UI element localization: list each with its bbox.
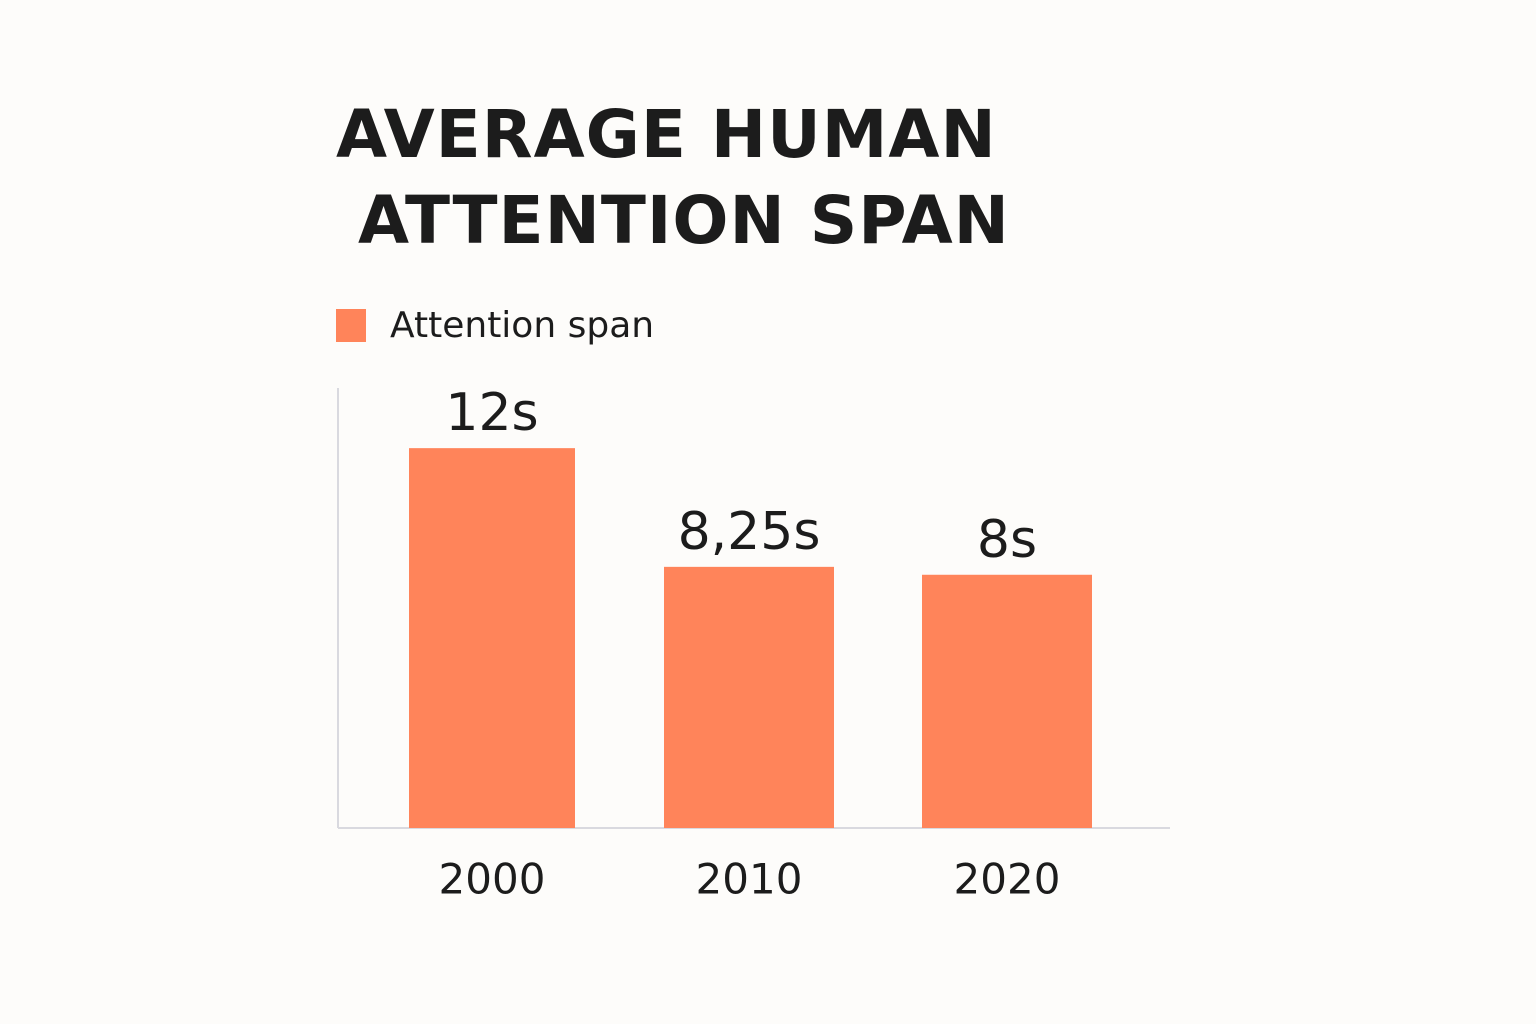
- value-label-2010: 8,25s: [678, 502, 821, 562]
- legend-label-attention-span: Attention span: [390, 304, 655, 346]
- bar-2020: [922, 574, 1092, 828]
- x-tick-label-2000: 2000: [439, 855, 546, 904]
- bar-2000: [409, 448, 575, 828]
- chart-title-line-2: ATTENTION SPAN: [358, 182, 1010, 259]
- value-label-2020: 8s: [977, 510, 1037, 570]
- x-tick-label-2010: 2010: [696, 855, 803, 904]
- chart-title-line-1: AVERAGE HUMAN: [336, 96, 997, 173]
- chart-bars: [409, 448, 1092, 828]
- value-label-2000: 12s: [445, 383, 538, 443]
- chart-x-tick-labels: 2000 2010 2020: [439, 855, 1061, 904]
- bar-2010: [664, 566, 834, 828]
- legend-swatch-attention-span: [336, 308, 366, 342]
- chart-legend: Attention span: [336, 303, 654, 347]
- x-tick-label-2020: 2020: [954, 855, 1061, 904]
- chart-value-labels: 12s 8,25s 8s: [445, 383, 1037, 570]
- chart-title: AVERAGE HUMAN ATTENTION SPAN: [336, 92, 1056, 264]
